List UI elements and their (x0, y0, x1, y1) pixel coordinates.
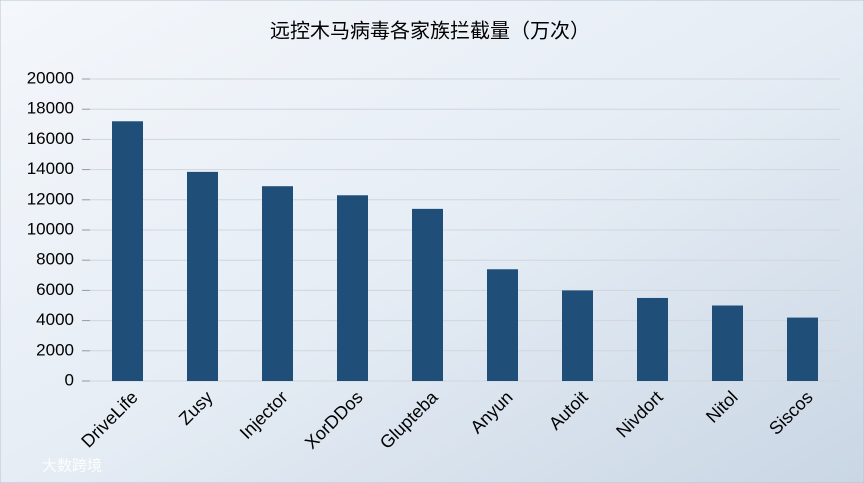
y-tick-label: 14000 (27, 159, 74, 178)
bar (487, 269, 518, 381)
y-tick-label: 16000 (27, 129, 74, 148)
y-tick-label: 2000 (36, 340, 74, 359)
y-tick-label: 8000 (36, 250, 74, 269)
y-tick-label: 12000 (27, 189, 74, 208)
y-tick-label: 18000 (27, 99, 74, 118)
y-tick-label: 4000 (36, 310, 74, 329)
bar (412, 208, 443, 381)
y-tick-label: 20000 (27, 68, 74, 87)
chart-title: 远控木马病毒各家族拦截量（万次） (270, 19, 590, 43)
bar (712, 305, 743, 381)
bar (112, 121, 143, 381)
bar (337, 195, 368, 381)
bar (187, 171, 218, 381)
bar (787, 317, 818, 381)
bar (637, 297, 668, 381)
y-tick-label: 10000 (27, 219, 74, 238)
bar (562, 290, 593, 381)
y-tick-label: 0 (65, 370, 74, 389)
y-tick-label: 6000 (36, 280, 74, 299)
watermark: 大数跨境 (42, 457, 102, 475)
bar (262, 186, 293, 381)
